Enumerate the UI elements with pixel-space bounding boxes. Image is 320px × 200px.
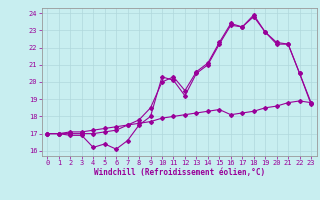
X-axis label: Windchill (Refroidissement éolien,°C): Windchill (Refroidissement éolien,°C) — [94, 168, 265, 177]
